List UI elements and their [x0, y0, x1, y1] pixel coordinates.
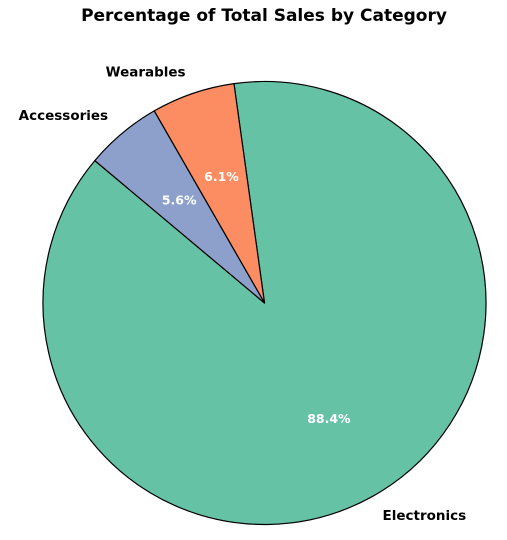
pie-slice-accessories [94, 110, 266, 304]
chart-title: Percentage of Total Sales by Category [81, 6, 447, 26]
percent-label-accessories: 5.6% [162, 193, 197, 208]
pie-slices [42, 80, 487, 526]
percent-label-wearables: 6.1% [204, 169, 239, 184]
category-label-wearables: Wearables [106, 65, 186, 81]
category-label-accessories: Accessories [19, 108, 108, 124]
percent-label-electronics: 88.4% [307, 411, 351, 426]
pie-labels: Electronics 88.4% Wearables 6.1% Accessories… [19, 65, 467, 525]
category-label-electronics: Electronics [383, 508, 467, 524]
